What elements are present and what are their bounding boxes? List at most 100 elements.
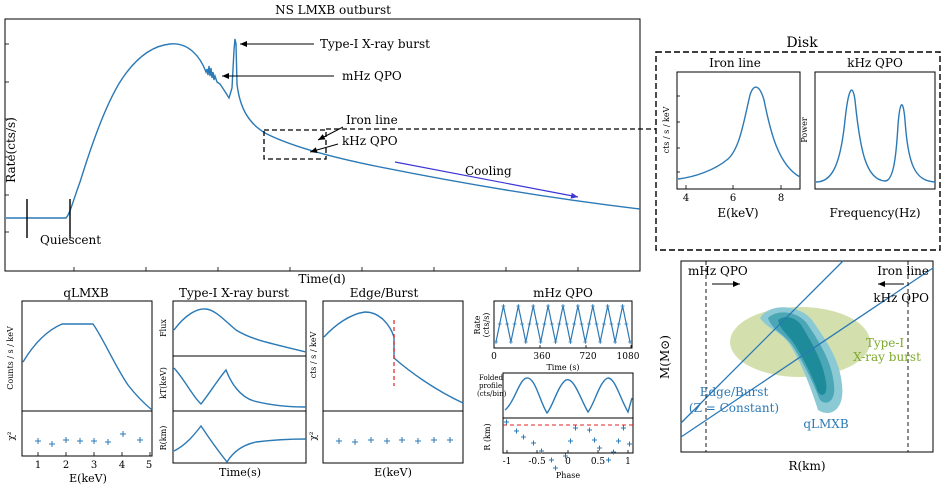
mhzqpo-lc-point [542,322,547,326]
khz-qpo-subplot: kHz QPO Frequency(Hz) Power [800,56,936,220]
qlmxb-spectrum [22,323,153,411]
iron-frame [676,71,801,190]
qlmxb-xtick: 4 [119,460,125,471]
mhzqpo-folded-profile [504,377,633,415]
mhzqpo-ptick: -1 [503,457,512,467]
mhz-annotation: mHz QPO [342,69,402,83]
qlmxb-xticks [37,452,151,456]
mr-khz-label: kHz QPO [873,291,929,305]
mhzqpo-ptick: -0.5 [528,457,546,467]
mhzqpo-lc-frame [493,300,633,349]
mhzqpo-lc-point [516,304,521,308]
mhzqpo-lc-point [609,322,614,326]
mhzqpo-lc-point [605,304,610,308]
mhzqpo-lc-point [624,322,629,326]
main-ticks [5,43,579,271]
disk-panel: Disk Iron line 4 6 8 E(keV) cts / s / ke… [655,35,941,251]
burst-flux-ylabel: Flux [159,319,168,337]
khz-title: kHz QPO [847,56,903,70]
burst-xlabel: Time(s) [219,466,261,479]
mhzqpo-lc-point [538,340,543,344]
mhzqpo-lc-ylabel-unit: (cts/s) [482,313,491,338]
mhzqpo-xtick: 720 [579,352,596,362]
mhzqpo-lc-point [501,304,506,308]
edge-burst-panel: Edge/Burst E(keV) cts / s / keV χ² [309,286,464,479]
mhzqpo-fold-label: (cts/bin) [477,390,507,398]
cooling-arrow [394,161,579,199]
khz-qpo-curve [815,89,936,183]
mhzqpo-phase-label: Phase [556,471,580,480]
mr-typei-sublabel: X-ray burst [853,350,921,364]
mhzqpo-lc-point [568,340,573,344]
iron-ylabel: cts / s / keV [662,106,671,153]
mhzqpo-lc-point [527,322,532,326]
mhzqpo-lc-point [534,322,539,326]
mhzqpo-lc-point [583,340,588,344]
qlmxb-chi-label: χ² [7,431,17,440]
khz-constraint-line [680,267,934,438]
mhzqpo-radius-points [504,419,632,471]
burst-title: Type-I X-ray burst [179,286,289,300]
burst-radius-curve [173,424,307,464]
qlmxb-frame [21,300,153,457]
mhzqpo-xtick: 1080 [617,352,640,362]
mhzqpo-lc-point [494,340,498,344]
mhz-qpo-panel: mHz QPO 0 360 720 1080 Time (s) Rate (ct… [473,286,640,480]
outburst-lightcurve [6,38,641,219]
main-ylabel: Rate(cts/s) [4,117,18,183]
mhzqpo-lc-point [531,304,536,308]
mhzqpo-lc-point [508,340,513,344]
mr-typei-label: Type-I [866,336,905,350]
cooling-label: Cooling [465,164,512,178]
mr-edge-label: Edge/Burst [700,385,769,399]
main-panel: NS LMXB outburst Rate(cts/s) Time(d) Qui… [4,3,656,286]
mr-qlmxb-label: qLMXB [803,417,848,431]
main-frame [4,18,641,272]
mhzqpo-lc-point [628,340,632,344]
mhzqpo-lc-point [598,340,603,344]
mhzqpo-lc-point [561,304,565,308]
burst-kt-ylabel: kT(keV) [159,367,168,399]
mhzqpo-ptick: 0 [565,457,571,467]
khz-xlabel: Frequency(Hz) [829,206,920,220]
iron-xtick: 8 [778,193,784,204]
mhzqpo-lc-point [564,322,569,326]
qlmxb-ylabel: Counts / s / keV [6,326,15,390]
edge-spectrum [323,311,464,404]
qlmxb-xtick: 5 [146,460,152,471]
mhzqpo-lc-point [505,322,510,326]
mhzqpo-lc-point [512,322,517,326]
iron-line-subplot: Iron line 4 6 8 E(keV) cts / s / keV [662,56,801,220]
edge-title: Edge/Burst [350,286,419,300]
edge-residuals [336,437,453,445]
qlmxb-xtick: 1 [35,460,41,471]
main-xlabel: Time(d) [298,272,345,286]
mhzqpo-lc-point [594,322,599,326]
mhzqpo-lc-point [616,322,621,326]
mr-edge-sublabel: (Z = Constant) [689,401,779,415]
mhzqpo-phase-xticks [506,450,629,453]
mhzqpo-lc-point [523,340,528,344]
qlmxb-xtick: 2 [63,460,69,471]
mhzqpo-lc-point [579,322,584,326]
mhzqpo-radius-ylabel: R (km) [483,423,492,450]
khz-annotation: kHz QPO [342,134,398,148]
mhzqpo-title: mHz QPO [533,286,593,300]
mhzqpo-xtick: 360 [533,352,550,362]
edge-chi-label: χ² [309,431,319,440]
khz-ylabel: Power [800,117,809,142]
quiescent-label: Quiescent [40,233,101,247]
mr-iron-label: Iron line [877,264,929,278]
iron-xlabel: E(keV) [717,206,758,220]
edge-xlabel: E(keV) [374,466,412,479]
mhzqpo-lc-point [497,322,502,326]
qlmxb-residuals [35,431,143,447]
disk-title: Disk [786,35,818,51]
main-title: NS LMXB outburst [275,3,391,17]
qlmxb-xtick: 3 [91,460,97,471]
mhzqpo-lc-point [575,304,580,308]
burst-kt-curve [173,367,307,408]
qlmxb-panel: qLMXB 1 2 3 4 5 E(keV) Counts / s / keV … [6,286,153,485]
mhzqpo-lc-point [601,322,606,326]
